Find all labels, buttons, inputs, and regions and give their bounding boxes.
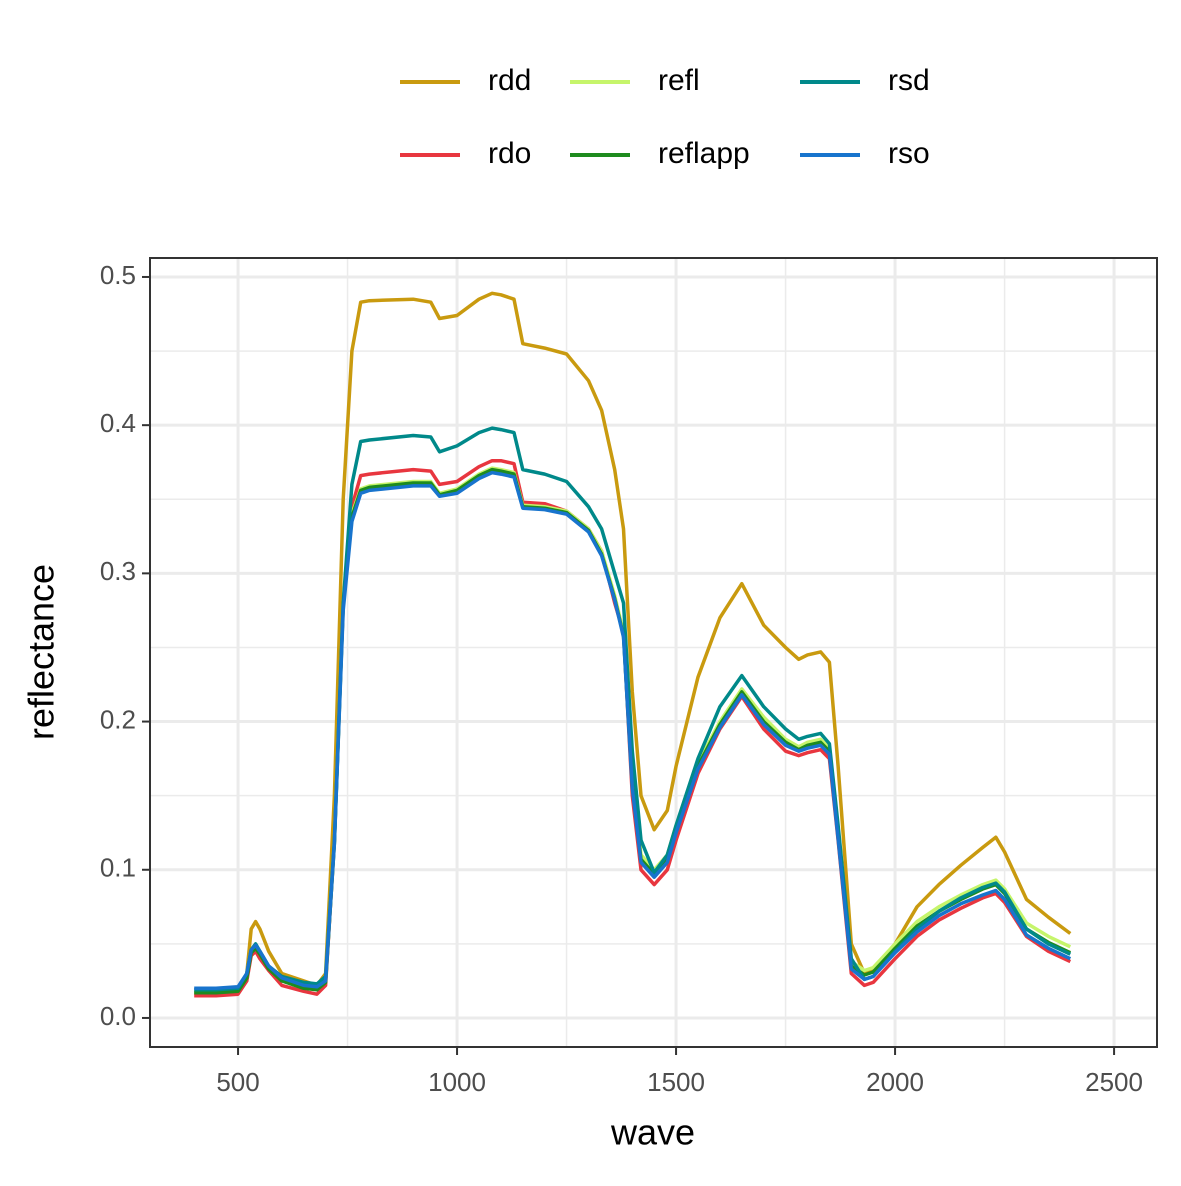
series-line [194, 470, 1072, 991]
x-tick-label: 2500 [1085, 1067, 1143, 1097]
x-tick-label: 2000 [866, 1067, 924, 1097]
x-tick-label: 1000 [428, 1067, 486, 1097]
legend-label: reflapp [658, 137, 750, 170]
y-tick-label: 0.1 [100, 853, 136, 883]
y-axis-title: reflectance [21, 564, 62, 740]
y-tick-label: 0.0 [100, 1001, 136, 1031]
panel [150, 258, 1157, 1047]
panel-border [149, 257, 1158, 1048]
y-tick-label: 0.5 [100, 260, 136, 290]
legend-label: rsd [888, 64, 930, 97]
legend-label: refl [658, 64, 700, 97]
x-axis-title: wave [610, 1112, 695, 1153]
legend-label: rdd [488, 64, 531, 97]
y-tick-label: 0.2 [100, 704, 136, 734]
x-tick-label: 1500 [647, 1067, 705, 1097]
legend-label: rso [888, 137, 930, 170]
y-tick-label: 0.3 [100, 556, 136, 586]
legend-label: rdo [488, 137, 531, 170]
y-tick-label: 0.4 [100, 408, 136, 438]
x-tick-label: 500 [216, 1067, 259, 1097]
